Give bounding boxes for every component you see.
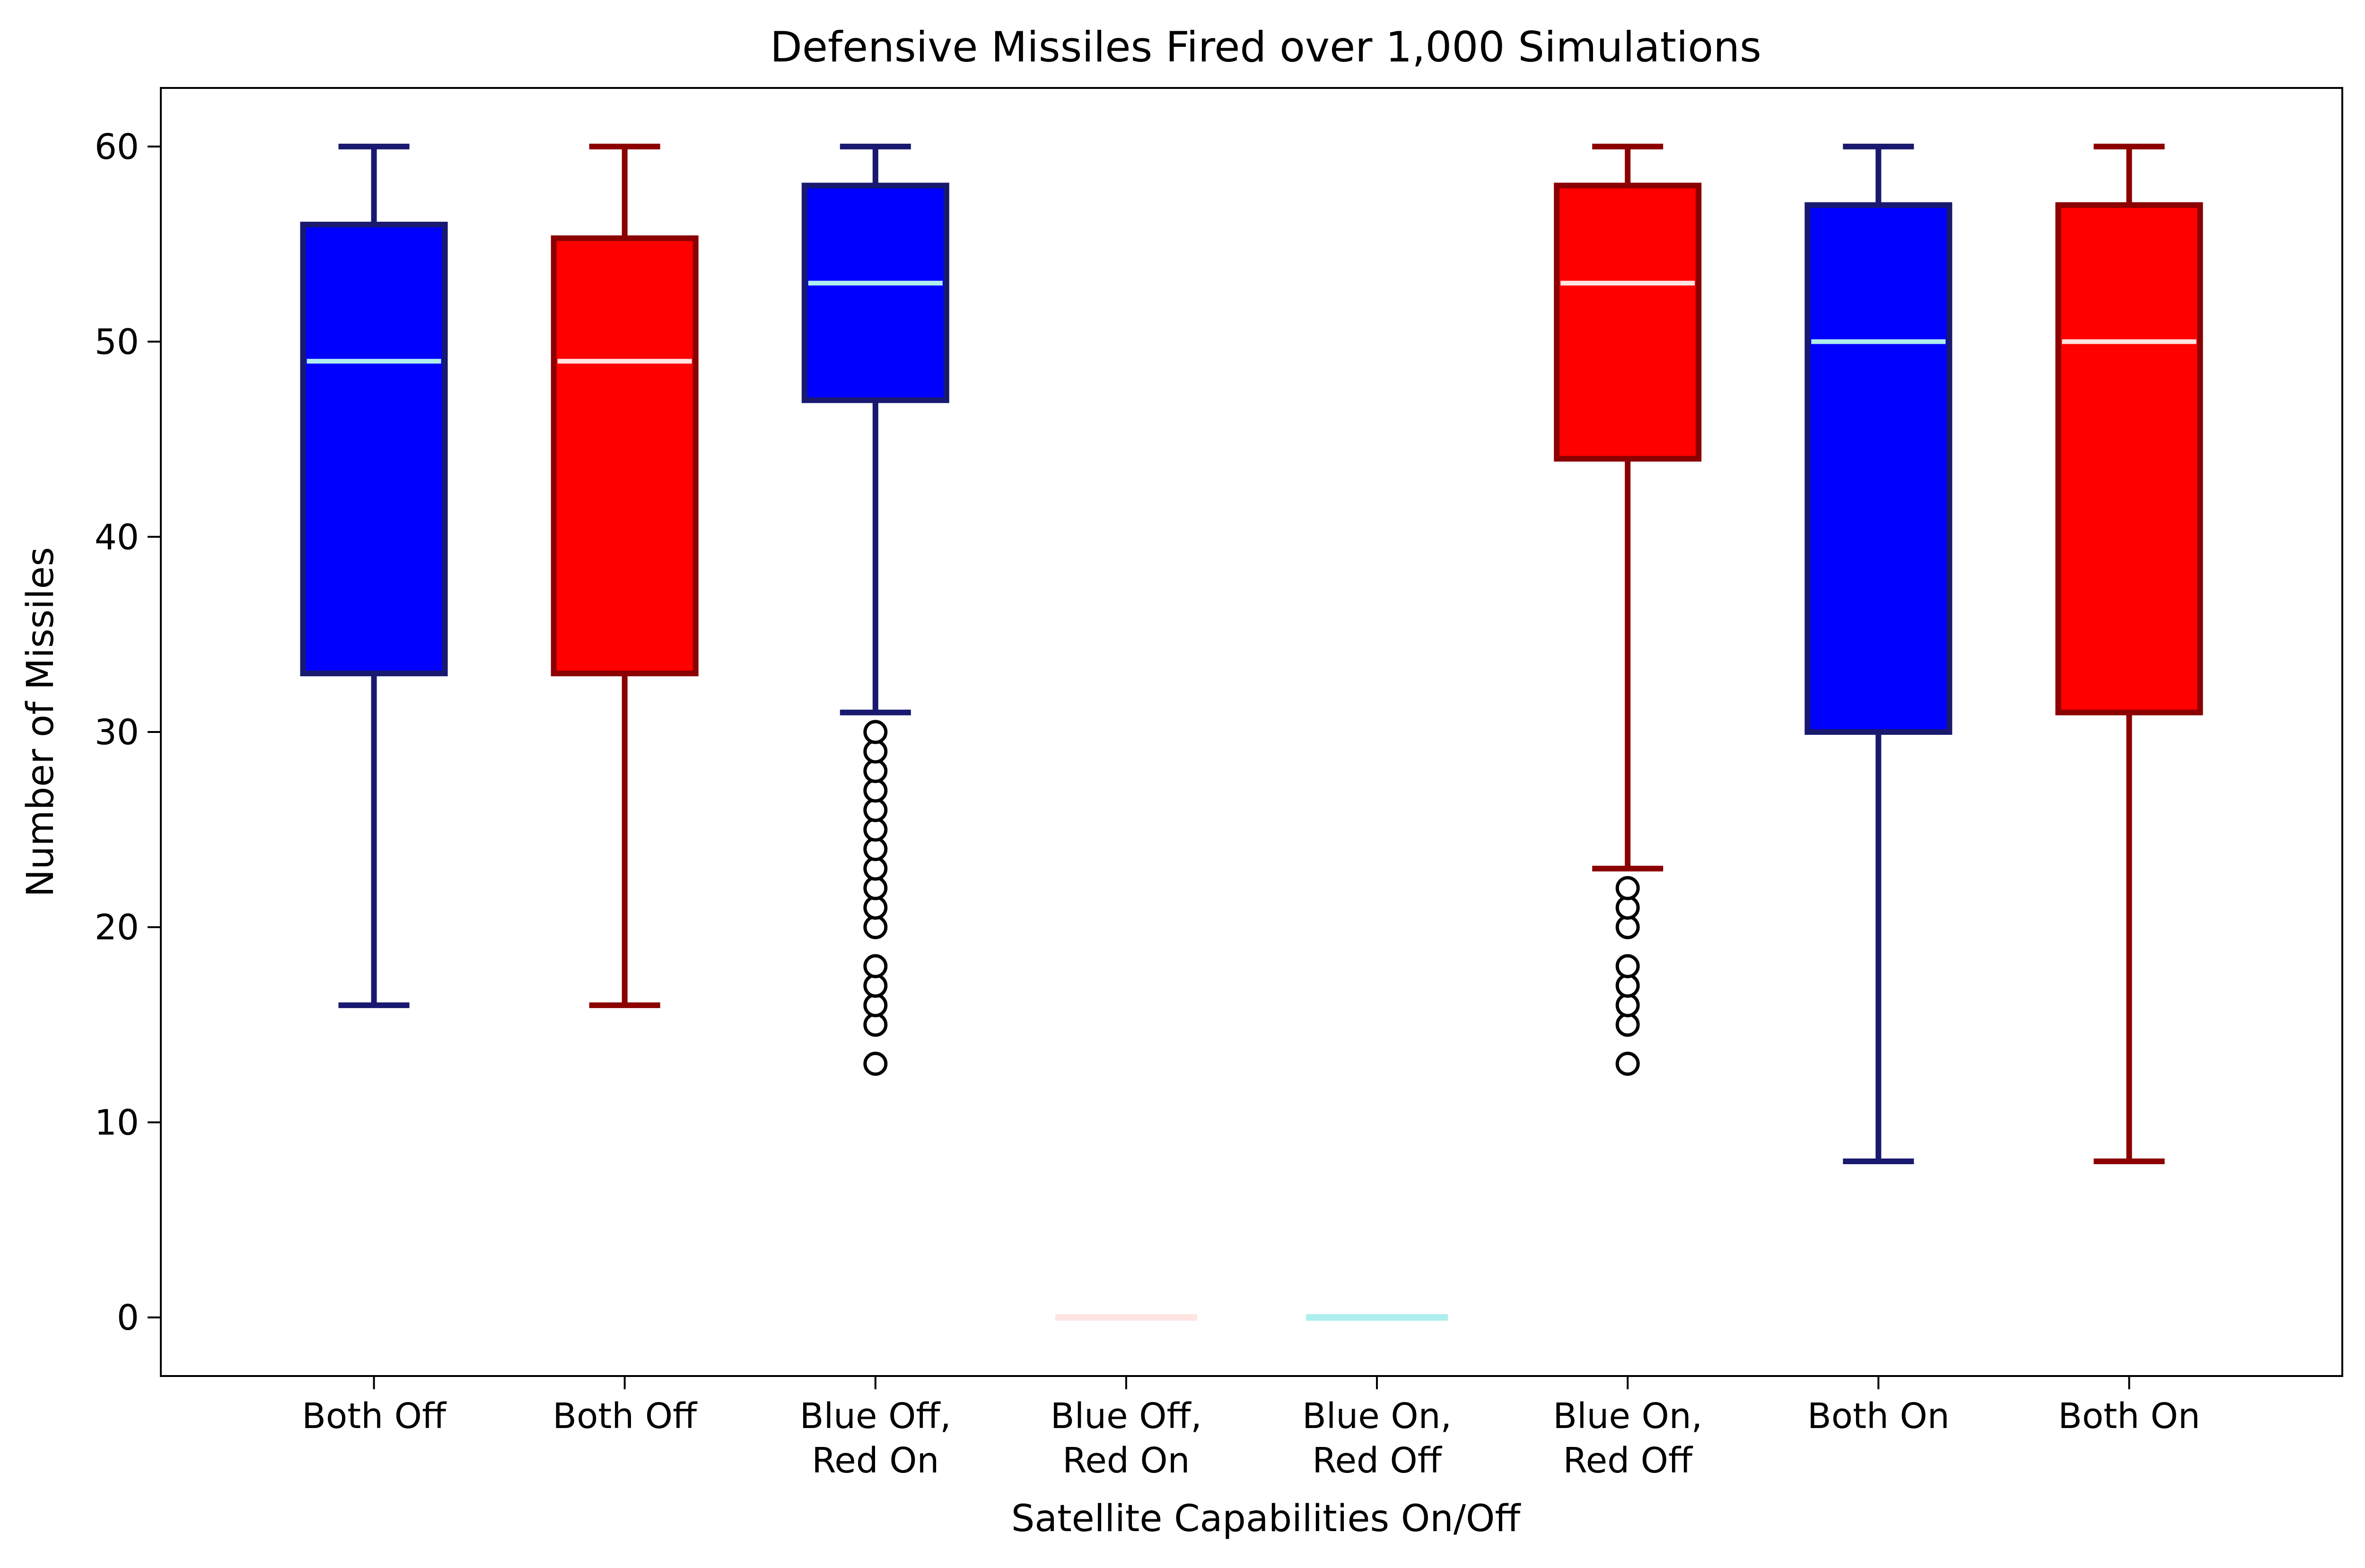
x-tick-label: Blue On, Red Off [1302,1396,1452,1481]
y-tick-label: 50 [95,322,139,363]
outlier-point [863,856,888,881]
y-tick-label: 30 [95,712,139,753]
outlier-point [1615,876,1640,900]
y-tick-label: 20 [95,907,139,948]
outlier-point [863,739,888,764]
outlier-point [1615,895,1640,920]
outlier-point [863,974,888,998]
box-red-8 [2055,143,2203,1164]
outlier-point [1615,974,1640,998]
outlier-point [863,778,888,803]
y-tick-label: 60 [95,127,139,167]
y-tick-label: 10 [95,1102,139,1143]
iqr-box [2055,202,2203,715]
outlier-point [1615,993,1640,1018]
iqr-box [1804,202,1953,735]
x-axis-label: Satellite Capabilities On/Off [1011,1498,1522,1540]
chart-title: Defensive Missiles Fired over 1,000 Simu… [770,23,1761,71]
outlier-point [1615,915,1640,940]
x-tick-label: Both Off [302,1396,447,1437]
y-tick-label: 0 [117,1298,139,1338]
outlier-point [863,993,888,1018]
box-red-6 [1554,143,1702,1076]
y-axis-label: Number of Missiles [19,547,62,897]
iqr-box [801,183,949,403]
box-blue-7 [1804,143,1953,1164]
outlier-point [863,1012,888,1037]
outlier-point [863,817,888,842]
x-tick-label: Both On [2058,1396,2200,1437]
outlier-point [863,895,888,920]
x-tick-label: Blue On, Red Off [1553,1396,1702,1481]
x-tick-label: Blue Off, Red On [800,1396,951,1481]
axes: 0 10 20 30 40 50 60 Both Off Both Off Blue Off, Re… [95,127,2200,1481]
outlier-point [863,798,888,822]
plot-area [300,143,2203,1321]
x-tick-label: Both Off [552,1396,698,1437]
outlier-point [1615,1012,1640,1037]
iqr-box [551,235,699,677]
outlier-point [863,876,888,900]
outlier-point [1615,1052,1640,1076]
outlier-point [863,915,888,940]
box-blue-1 [300,143,448,1008]
box-red-2 [551,143,699,1008]
outlier-point [863,954,888,978]
outlier-point [1615,954,1640,978]
outlier-point [863,720,888,744]
x-tick-label: Blue Off, Red On [1051,1396,1202,1481]
iqr-box [300,221,448,677]
outlier-point [863,837,888,862]
x-tick-label: Both On [1807,1396,1950,1437]
iqr-box [1554,183,1702,462]
box-blue-3 [801,143,949,1076]
outlier-point [863,759,888,784]
outlier-point [863,1052,888,1076]
y-tick-label: 40 [95,517,139,558]
